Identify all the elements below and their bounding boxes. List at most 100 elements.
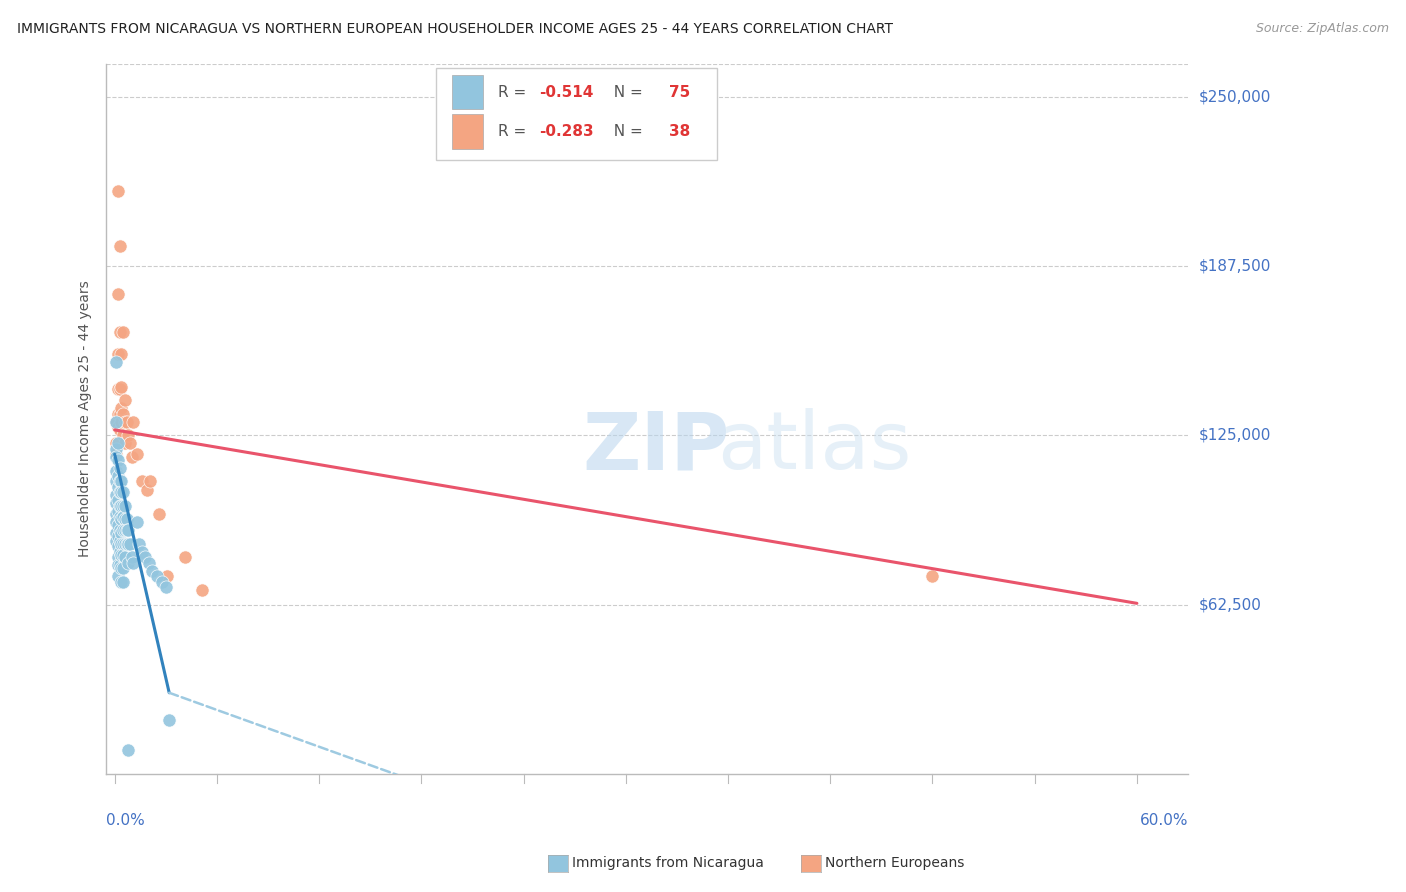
Point [114,393,136,408]
Text: Northern Europeans: Northern Europeans [825,856,965,871]
Point [107,493,129,508]
Point [115,512,138,526]
Point [107,528,129,542]
Point [105,525,128,540]
Point [112,523,135,537]
Point [138,556,160,570]
Point [112,485,135,500]
Point [108,382,131,396]
Point [105,496,128,510]
Point [110,574,132,589]
Point [105,464,128,478]
Point [107,407,129,421]
Point [107,436,129,450]
Y-axis label: Householder Income Ages 25 - 44 years: Householder Income Ages 25 - 44 years [79,281,93,558]
Point [110,512,132,526]
Text: 0.0%: 0.0% [107,813,145,828]
Point [156,569,179,583]
Point [108,460,131,475]
Point [114,512,136,526]
Point [105,415,128,429]
Point [105,515,128,529]
FancyBboxPatch shape [436,68,717,160]
Point [107,382,129,396]
Text: N =: N = [603,124,647,139]
Point [105,450,128,464]
Point [108,475,131,489]
Point [108,238,131,252]
Point [110,401,132,416]
Point [122,415,145,429]
Point [114,499,136,513]
Point [114,415,136,429]
Point [107,452,129,467]
Point [150,574,173,589]
Point [112,548,135,562]
Point [157,713,180,727]
Point [117,537,139,551]
Point [139,475,162,489]
Point [112,326,135,340]
Point [108,545,131,559]
Point [105,447,128,461]
Point [117,742,139,756]
Point [107,550,129,565]
Point [125,447,148,461]
Text: Immigrants from Nicaragua: Immigrants from Nicaragua [572,856,763,871]
Point [108,485,131,500]
Point [108,523,131,537]
Point [105,488,128,502]
Point [114,537,136,551]
Point [108,509,131,524]
Point [112,537,135,551]
Text: $250,000: $250,000 [1199,89,1271,104]
Point [107,287,129,301]
Point [115,537,138,551]
Point [107,504,129,518]
Point [110,499,132,513]
Point [107,540,129,554]
Point [107,420,129,434]
Point [112,499,135,513]
Point [108,534,131,549]
Point [131,475,153,489]
Text: R =: R = [498,124,531,139]
Text: $187,500: $187,500 [1199,259,1271,274]
Point [173,550,195,565]
Point [117,428,139,442]
Text: $125,000: $125,000 [1199,428,1271,442]
Point [110,379,132,393]
Point [105,534,128,549]
Point [110,475,132,489]
Text: atlas: atlas [717,409,911,486]
Point [118,436,141,450]
Point [108,326,131,340]
Point [107,347,129,361]
Text: -0.283: -0.283 [538,124,593,139]
Text: ZIP: ZIP [582,409,730,486]
Point [107,480,129,494]
Point [125,515,148,529]
Point [110,415,132,429]
Point [108,423,131,437]
Point [112,561,135,575]
Point [110,485,132,500]
Point [107,517,129,532]
Text: $62,500: $62,500 [1199,597,1263,612]
Point [121,450,143,464]
Point [117,523,139,537]
Point [105,507,128,521]
Point [114,523,136,537]
FancyBboxPatch shape [453,114,482,149]
Point [921,569,943,583]
Point [148,507,170,521]
Point [105,475,128,489]
Point [110,561,132,575]
Point [105,436,128,450]
Point [146,569,169,583]
Point [105,415,128,429]
Point [114,550,136,565]
Point [112,407,135,421]
Point [118,537,141,551]
Point [110,525,132,540]
